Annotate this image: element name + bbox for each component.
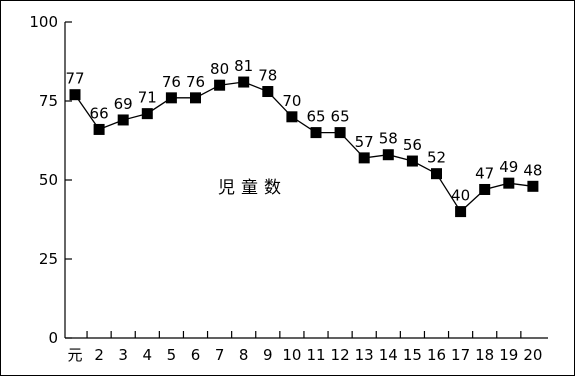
data-value-label: 71 (138, 89, 157, 107)
x-tick-label: 18 (475, 346, 494, 364)
data-value-label: 40 (451, 187, 470, 205)
data-value-label: 65 (331, 108, 350, 126)
data-point-marker (165, 92, 177, 104)
x-tick-label: 2 (94, 346, 104, 364)
data-point-marker (93, 123, 105, 135)
data-value-label: 47 (475, 164, 494, 182)
y-tick-label: 50 (39, 171, 58, 189)
data-value-label: 69 (114, 95, 133, 113)
x-tick-label: 17 (451, 346, 470, 364)
y-tick-label: 100 (29, 13, 58, 31)
data-value-label: 56 (403, 136, 422, 154)
data-value-label: 81 (234, 57, 253, 75)
data-point-marker (334, 127, 346, 139)
x-tick-label: 6 (191, 346, 201, 364)
data-value-label: 80 (210, 60, 229, 78)
y-tick-label: 0 (48, 329, 58, 347)
data-point-marker (406, 155, 418, 167)
x-ticks: 元 2 3 4 5 6 7 8 9 10 11 12 13 14 15 16 17 18 19 20 (67, 331, 542, 364)
data-value-label: 66 (90, 104, 109, 122)
data-point-marker (431, 168, 442, 180)
series-name-label: 児童数 (218, 178, 287, 198)
data-point-marker (479, 183, 491, 195)
data-value-label: 70 (282, 92, 301, 110)
data-point-marker (141, 108, 153, 120)
data-value-label: 76 (162, 73, 181, 91)
x-tick-label: 10 (282, 346, 301, 364)
x-tick-label: 16 (427, 346, 446, 364)
x-tick-label: 4 (143, 346, 153, 364)
x-tick-label: 3 (118, 346, 128, 364)
data-value-label: 78 (258, 67, 277, 85)
data-value-label: 76 (186, 73, 205, 91)
data-point-marker (286, 111, 298, 123)
data-point-marker (214, 79, 226, 91)
data-point-marker (262, 86, 274, 98)
data-value-label: 52 (427, 149, 446, 167)
x-tick-label: 9 (263, 346, 273, 364)
x-tick-label: 11 (306, 346, 325, 364)
x-tick-label: 20 (523, 346, 542, 364)
data-point-marker (358, 152, 370, 164)
data-point-marker (503, 177, 515, 189)
x-tick-label: 12 (331, 346, 350, 364)
x-tick-label: 5 (167, 346, 177, 364)
x-tick-label: 8 (239, 346, 249, 364)
data-value-label: 48 (523, 161, 542, 179)
x-tick-label: 13 (355, 346, 374, 364)
x-tick-label: 7 (215, 346, 225, 364)
data-value-label: 77 (65, 70, 84, 88)
x-tick-label: 元 (67, 346, 82, 364)
data-markers (69, 76, 539, 218)
data-value-label: 58 (379, 130, 398, 148)
y-tick-label: 75 (39, 92, 58, 110)
data-point-marker (455, 206, 467, 218)
data-value-label: 49 (499, 158, 518, 176)
data-point-marker (310, 127, 322, 139)
x-tick-label: 14 (379, 346, 398, 364)
x-tick-label: 19 (499, 346, 518, 364)
data-labels: 77 66 69 71 76 76 80 81 78 70 65 65 57 58 56 52 40 47 49 48 (65, 57, 542, 205)
data-point-marker (117, 114, 129, 126)
y-ticks: 0 25 50 75 100 (29, 13, 72, 347)
data-value-label: 65 (306, 108, 325, 126)
data-point-marker (190, 92, 201, 104)
x-tick-label: 15 (403, 346, 422, 364)
data-point-marker (382, 149, 394, 161)
data-value-label: 57 (355, 133, 374, 151)
data-point-marker (527, 180, 539, 192)
data-point-marker (69, 89, 81, 101)
y-tick-label: 25 (39, 250, 58, 268)
data-point-marker (238, 76, 250, 88)
